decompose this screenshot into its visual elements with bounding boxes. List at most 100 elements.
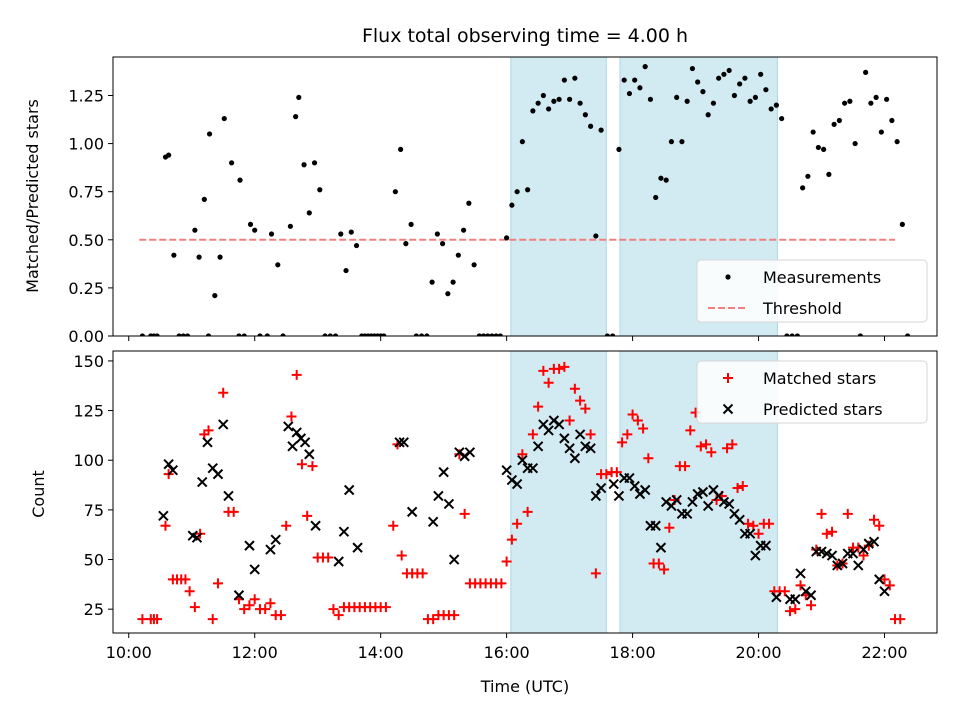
data-point xyxy=(764,518,775,529)
data-point xyxy=(380,602,391,613)
data-point xyxy=(270,534,281,545)
data-point xyxy=(406,506,418,518)
data-point xyxy=(572,75,578,81)
data-point xyxy=(853,560,864,571)
data-point xyxy=(639,484,651,496)
data-point xyxy=(727,439,738,450)
data-point xyxy=(296,459,307,470)
data-point xyxy=(680,461,691,472)
data-point xyxy=(506,534,517,545)
data-point xyxy=(706,447,717,458)
data-point xyxy=(847,548,859,559)
data-point xyxy=(873,94,879,101)
data-point xyxy=(879,574,890,585)
data-point xyxy=(598,127,604,133)
data-point xyxy=(805,590,817,601)
data-point xyxy=(291,369,302,380)
data-point xyxy=(448,554,460,565)
data-point xyxy=(424,333,430,336)
data-point xyxy=(679,139,685,145)
x-tick-label: 14:00 xyxy=(358,643,404,662)
bottom-y-axis-label: Count xyxy=(29,470,48,518)
data-point xyxy=(585,443,596,454)
data-point xyxy=(514,189,520,195)
data-point xyxy=(681,508,693,520)
data-point xyxy=(247,221,254,227)
data-point xyxy=(206,131,213,137)
data-point xyxy=(858,550,869,561)
data-point xyxy=(207,614,218,625)
data-point xyxy=(731,92,738,99)
data-point xyxy=(561,77,567,83)
data-point xyxy=(249,564,260,575)
data-point xyxy=(443,498,455,510)
data-point xyxy=(608,478,619,490)
data-point xyxy=(323,552,334,563)
data-point xyxy=(653,558,664,569)
y-tick-label: 25 xyxy=(84,600,104,619)
data-point xyxy=(511,478,523,490)
data-point xyxy=(218,387,229,398)
data-point xyxy=(333,556,344,567)
y-tick-label: 0.75 xyxy=(68,183,104,202)
data-point xyxy=(889,117,895,124)
data-point xyxy=(632,415,643,426)
data-point xyxy=(293,114,299,120)
data-point xyxy=(895,614,906,625)
data-point xyxy=(734,514,745,526)
data-point xyxy=(239,604,250,615)
data-point xyxy=(519,139,525,145)
legend-box xyxy=(696,259,928,323)
data-point xyxy=(167,464,179,476)
data-point xyxy=(197,476,208,488)
data-point xyxy=(265,598,276,609)
data-point xyxy=(252,227,258,233)
y-tick-label: 150 xyxy=(73,352,104,371)
data-point xyxy=(249,594,260,605)
data-point xyxy=(286,411,297,422)
data-point xyxy=(417,568,428,579)
data-point xyxy=(590,490,602,502)
data-point xyxy=(604,333,610,336)
data-point xyxy=(564,415,575,426)
data-point xyxy=(530,108,536,114)
data-point xyxy=(637,85,643,91)
x-tick-label: 22:00 xyxy=(861,643,907,662)
data-point xyxy=(773,102,779,108)
data-point xyxy=(701,439,712,450)
data-point xyxy=(551,98,557,104)
data-point xyxy=(459,508,470,519)
data-point xyxy=(564,443,575,454)
data-point xyxy=(538,365,549,376)
data-point xyxy=(223,490,234,502)
data-point xyxy=(540,92,546,99)
data-point xyxy=(629,480,640,492)
data-point xyxy=(306,210,312,216)
data-point xyxy=(601,469,612,480)
data-point xyxy=(826,171,832,177)
data-point xyxy=(176,333,182,336)
data-point xyxy=(663,177,669,183)
x-tick-label: 20:00 xyxy=(735,643,781,662)
data-point xyxy=(388,520,399,531)
data-point xyxy=(283,421,294,432)
data-point xyxy=(768,106,774,112)
data-point xyxy=(593,233,599,239)
data-point xyxy=(440,241,446,247)
data-point xyxy=(831,121,837,127)
data-point xyxy=(785,606,796,617)
data-point xyxy=(191,532,203,543)
data-point xyxy=(429,279,435,285)
data-point xyxy=(233,590,245,601)
legend-label: Matched stars xyxy=(763,369,876,388)
data-point xyxy=(868,100,874,106)
data-point xyxy=(398,437,409,448)
data-point xyxy=(152,614,163,625)
data-point xyxy=(821,528,832,539)
data-point xyxy=(857,333,863,336)
data-point xyxy=(280,333,286,336)
data-point xyxy=(158,510,169,522)
plot-frame-1 xyxy=(112,350,938,634)
data-point xyxy=(496,578,507,589)
data-point xyxy=(353,242,360,249)
